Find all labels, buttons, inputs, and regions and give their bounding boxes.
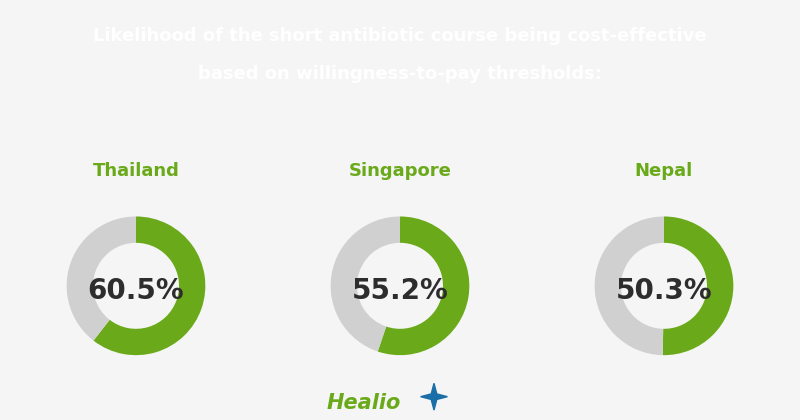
Text: based on willingness-to-pay thresholds:: based on willingness-to-pay thresholds: [198,65,602,83]
Text: Likelihood of the short antibiotic course being cost-effective: Likelihood of the short antibiotic cours… [93,27,707,45]
Polygon shape [421,383,447,410]
Text: Singapore: Singapore [349,162,451,180]
Wedge shape [378,216,470,355]
Wedge shape [662,216,734,355]
Text: 60.5%: 60.5% [88,277,184,305]
Wedge shape [594,216,664,355]
Text: 50.3%: 50.3% [616,277,712,305]
Text: Healio: Healio [327,393,401,413]
Text: 55.2%: 55.2% [352,277,448,305]
Text: Thailand: Thailand [93,162,179,180]
Text: Nepal: Nepal [635,162,693,180]
Wedge shape [66,216,136,341]
Wedge shape [330,216,400,352]
Wedge shape [94,216,206,355]
